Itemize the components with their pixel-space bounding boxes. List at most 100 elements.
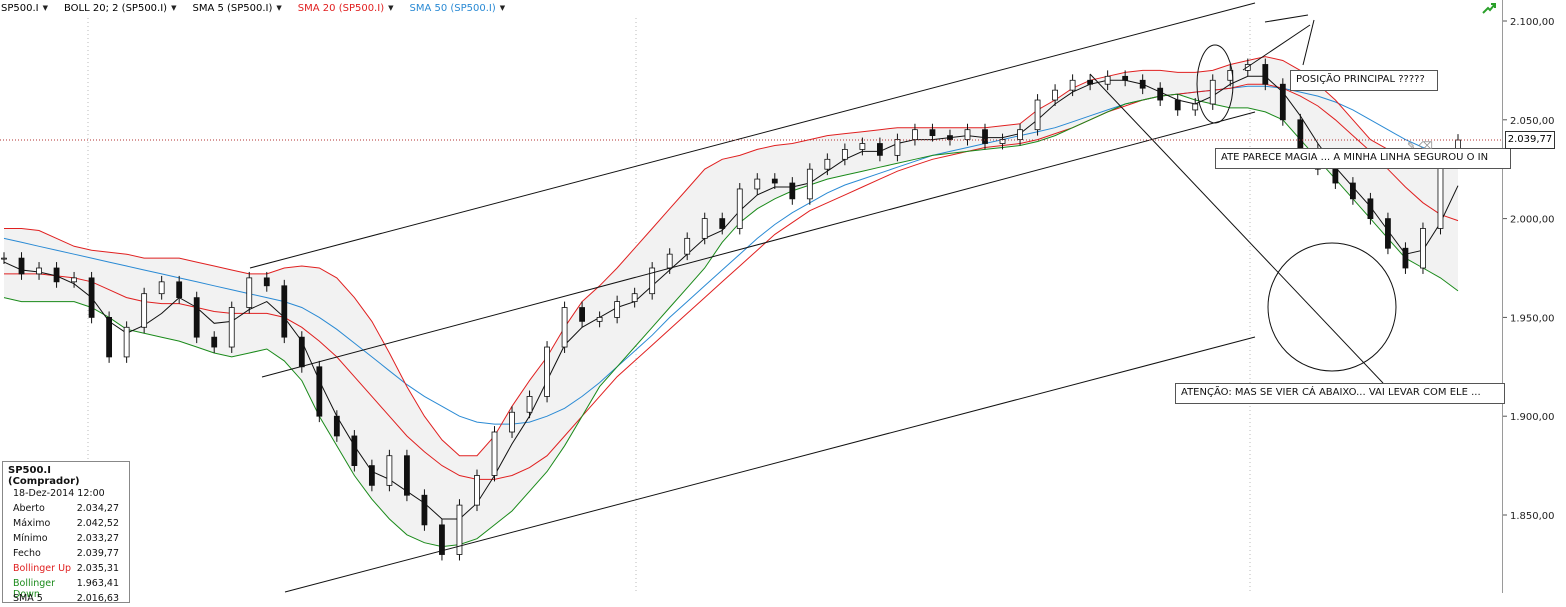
short-line-3[interactable] — [1302, 19, 1315, 66]
data-row-value: 1.963,41 — [76, 578, 119, 589]
user-drawings[interactable] — [0, 2, 1502, 593]
candle-body — [912, 129, 918, 140]
chevron-down-icon[interactable]: ▼ — [388, 4, 394, 12]
candle-body — [754, 178, 761, 190]
eraser-icon[interactable]: ⌫ — [1418, 141, 1433, 152]
breakdown-line[interactable] — [1089, 73, 1384, 384]
chevron-down-icon[interactable]: ▼ — [276, 4, 282, 12]
candle-body — [421, 494, 428, 526]
note-parece-magia[interactable]: ATE PARECE MAGIA ... A MINHA LINHA SEGUR… — [1215, 148, 1511, 169]
candle-body — [228, 307, 235, 348]
note-atencao[interactable]: ATENÇÃO: MAS SE VIER CÁ ABAIXO... VAI LE… — [1175, 383, 1505, 404]
candle — [88, 271, 95, 324]
candle — [1034, 94, 1041, 136]
candle-body — [1420, 228, 1426, 269]
candle-body — [789, 182, 796, 200]
data-row: Aberto 2.034,27 — [3, 502, 129, 517]
data-row-label: SMA 5 — [13, 593, 43, 604]
note-posicao-principal[interactable]: POSIÇÃO PRINCIPAL ????? — [1290, 70, 1438, 91]
candle — [474, 469, 480, 512]
data-row-value: 2.035,31 — [76, 563, 119, 574]
highlight-ellipse[interactable] — [1196, 44, 1234, 124]
candle — [736, 183, 743, 235]
candle-body — [614, 301, 621, 318]
channel-middle-line[interactable] — [261, 111, 1256, 378]
candle — [141, 287, 148, 334]
candle-body — [386, 455, 393, 486]
candle-body — [1087, 79, 1094, 85]
candle-body — [964, 129, 971, 140]
current-price-value: 2.039,77 — [1507, 134, 1553, 145]
candle-body — [1192, 103, 1199, 111]
trend-up-icon[interactable] — [1482, 2, 1496, 14]
short-line-1[interactable] — [1264, 14, 1309, 23]
candle-body — [53, 267, 60, 283]
data-row-value: 2.039,77 — [76, 548, 119, 559]
candle — [614, 295, 621, 324]
candle — [701, 212, 708, 245]
data-row-value: 2.016,63 — [76, 593, 119, 604]
data-row: SMA 5 2.016,63 — [3, 592, 129, 607]
candle — [1244, 58, 1251, 77]
candle — [1209, 74, 1216, 110]
candle-body — [1279, 83, 1286, 121]
candle — [544, 341, 550, 403]
candle — [106, 311, 113, 363]
axis-tick-label: 2.100,00 — [1510, 17, 1555, 28]
candle — [526, 390, 533, 419]
candle — [316, 360, 323, 423]
bollinger-up-line — [4, 56, 1459, 457]
candle-body — [841, 149, 848, 160]
short-line-2[interactable] — [1242, 24, 1311, 71]
data-row-label: Máximo — [13, 518, 51, 529]
candle-body — [1297, 119, 1304, 150]
candle — [246, 271, 253, 314]
candle-body — [1, 257, 7, 260]
candle-body — [859, 143, 866, 150]
band-area — [4, 56, 1458, 547]
channel-lower-line[interactable] — [284, 336, 1256, 593]
data-row-label: Fecho — [13, 548, 41, 559]
candle — [53, 262, 60, 288]
channel-upper-line[interactable] — [249, 2, 1256, 269]
sma50-indicator-label: SMA 50 (SP500.I) — [409, 2, 496, 14]
candle-body — [88, 277, 95, 318]
axis-tick-label: 1.900,00 — [1510, 412, 1555, 423]
sma5-indicator-selector[interactable]: SMA 5 (SP500.I) ▼ — [192, 3, 281, 14]
sma20-indicator-selector[interactable]: SMA 20 (SP500.I) ▼ — [298, 3, 394, 14]
candle-body — [1385, 218, 1391, 249]
candle-body — [579, 307, 585, 322]
candle-body — [368, 465, 375, 486]
candle — [596, 311, 603, 328]
candle-body — [211, 336, 218, 348]
candle — [561, 301, 568, 353]
candle-body — [263, 277, 270, 287]
chevron-down-icon[interactable]: ▼ — [42, 4, 48, 12]
candle-body — [1139, 79, 1146, 89]
candle-body — [1349, 182, 1356, 200]
chevron-down-icon[interactable]: ▼ — [171, 4, 177, 12]
sma20-indicator-label: SMA 20 (SP500.I) — [297, 2, 385, 14]
candle-body — [298, 336, 305, 368]
sma50-indicator-selector[interactable]: SMA 50 (SP500.I) ▼ — [409, 3, 505, 14]
candle — [1087, 74, 1094, 91]
candle — [71, 271, 77, 288]
boll-indicator-selector[interactable]: BOLL 20; 2 (SP500.I) ▼ — [64, 3, 176, 14]
candle — [859, 137, 866, 156]
pin-icon[interactable]: ✎ — [1407, 141, 1416, 152]
candle — [1192, 98, 1199, 116]
target-circle[interactable] — [1267, 242, 1397, 372]
candle-body — [947, 135, 953, 140]
price-chart[interactable]: 2.100,00 2.050,00 2.000,00 1.950,00 1.900,00… — [0, 0, 1566, 593]
candle — [877, 137, 883, 162]
chevron-down-icon[interactable]: ▼ — [499, 4, 506, 12]
candle-body — [1402, 247, 1409, 269]
candle — [193, 291, 200, 344]
candle-body — [1104, 75, 1111, 85]
candle-body — [544, 346, 550, 397]
symbol-selector[interactable]: SP500.I ▼ — [1, 3, 48, 14]
candle — [421, 489, 428, 531]
candle-body — [1034, 99, 1041, 131]
candle-body — [18, 257, 25, 275]
data-row-value: 2.034,27 — [76, 503, 119, 514]
